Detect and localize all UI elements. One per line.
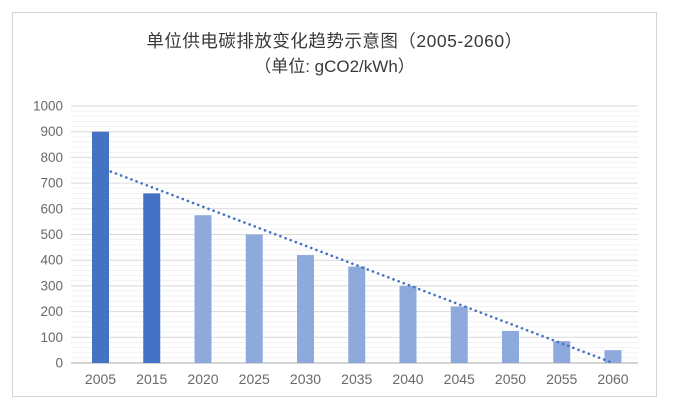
y-tick-label: 1000 (33, 99, 63, 114)
x-tick-label: 2005 (85, 371, 116, 387)
bar-2005 (92, 131, 109, 363)
bar-2025 (245, 234, 263, 363)
bar-2040 (399, 285, 417, 363)
x-tick-label: 2020 (187, 371, 218, 387)
chart-subtitle: （单位: gCO2/kWh） (254, 57, 415, 76)
y-tick-label: 800 (40, 150, 63, 165)
chart-title: 单位供电碳排放变化趋势示意图（2005-2060） (146, 31, 523, 51)
y-tick-label: 600 (40, 201, 63, 216)
chart-title-block: 单位供电碳排放变化趋势示意图（2005-2060） （单位: gCO2/kWh） (13, 28, 656, 79)
y-tick-label: 0 (55, 356, 63, 371)
chart-container: 单位供电碳排放变化趋势示意图（2005-2060） （单位: gCO2/kWh）… (12, 12, 657, 397)
y-tick-label: 300 (40, 278, 63, 293)
x-tick-label: 2030 (290, 371, 321, 387)
bar-2045 (450, 306, 468, 363)
x-tick-label: 2055 (546, 371, 577, 387)
y-tick-label: 700 (40, 176, 63, 191)
y-tick-label: 400 (40, 253, 63, 268)
bar-2050 (502, 330, 519, 363)
x-tick-label: 2025 (239, 371, 270, 387)
y-tick-label: 100 (40, 330, 63, 345)
bar-2015 (143, 193, 161, 363)
x-tick-label: 2015 (136, 371, 167, 387)
x-tick-label: 2060 (597, 371, 628, 387)
bar-2035 (348, 266, 366, 363)
x-tick-label: 2040 (392, 371, 423, 387)
y-tick-label: 200 (40, 304, 63, 319)
bar-2055 (553, 341, 571, 363)
bar-2020 (194, 215, 212, 363)
y-tick-label: 500 (40, 227, 63, 242)
trendline (99, 166, 615, 365)
bar-2030 (297, 255, 314, 363)
x-tick-label: 2045 (444, 371, 475, 387)
y-tick-label: 900 (40, 124, 63, 139)
x-tick-label: 2050 (495, 371, 526, 387)
bar-2060 (604, 350, 622, 363)
x-tick-label: 2035 (341, 371, 372, 387)
bar-chart-plot: 0 100 200 300 400 500 600 700 800 900 1000 2005 2015… (33, 99, 638, 387)
